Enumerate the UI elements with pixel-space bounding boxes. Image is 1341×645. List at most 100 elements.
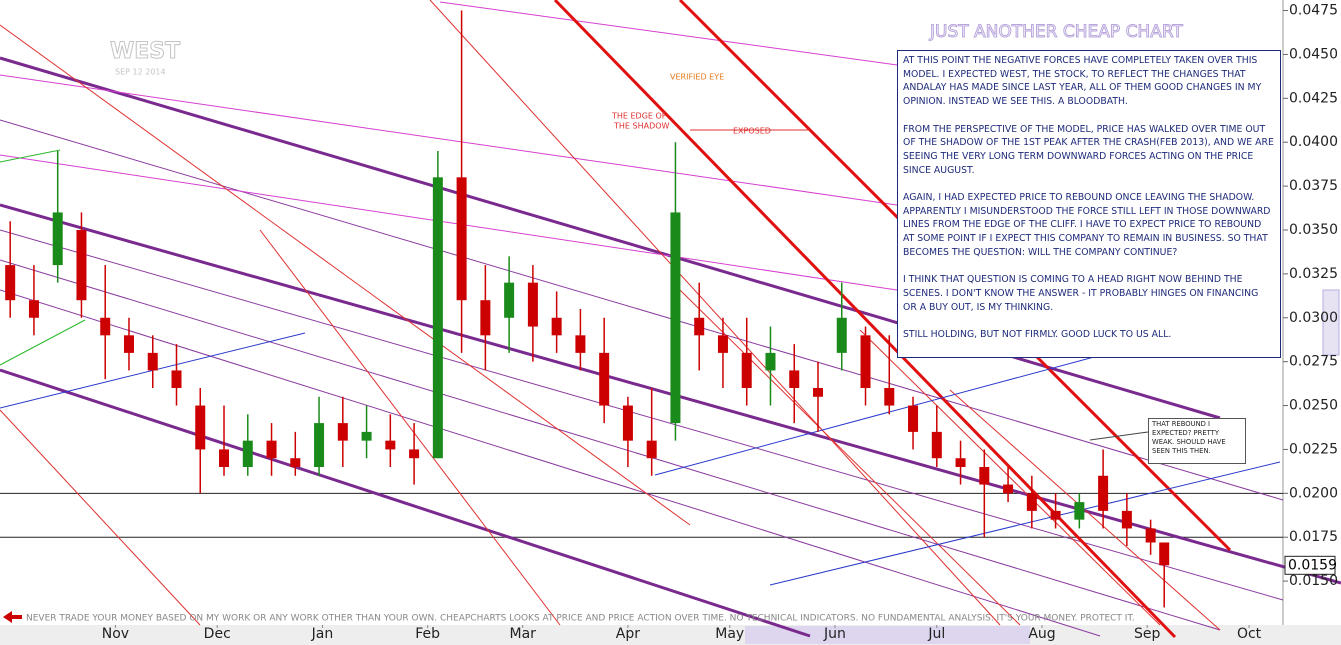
candle-body — [670, 212, 681, 424]
candle-body — [52, 212, 63, 266]
candle-body — [717, 335, 728, 353]
candle-body — [955, 458, 966, 467]
trend-line — [0, 229, 1284, 601]
x-tick-label: Jan — [311, 626, 334, 642]
trend-line — [259, 229, 561, 626]
trend-line — [553, 0, 1177, 639]
trend-line — [654, 349, 1121, 476]
y-tick-label: 0.0350 — [1289, 222, 1338, 238]
scrollbar[interactable] — [1322, 289, 1340, 356]
candle-body — [979, 466, 990, 485]
candle-body — [337, 423, 348, 441]
x-tick-label: Apr — [616, 626, 640, 642]
annotation: THE EDGE OF — [611, 112, 667, 121]
x-tick-label: Nov — [102, 626, 129, 642]
last-price-label: 0.0159 — [1288, 557, 1337, 573]
ticker: WEST — [110, 39, 180, 64]
annotation: VERIFIED EYE — [670, 73, 724, 82]
candle-body — [504, 282, 515, 318]
footer-icon[interactable] — [3, 611, 22, 623]
note-paragraph: AGAIN, I HAD EXPECTED PRICE TO REBOUND O… — [903, 192, 1271, 258]
trend-line — [0, 289, 1101, 637]
y-tick-label: 0.0375 — [1289, 178, 1338, 194]
trend-line — [0, 319, 86, 366]
y-tick-label: 0.0200 — [1289, 485, 1338, 501]
candle-body — [409, 449, 420, 459]
candle-body — [219, 449, 230, 467]
candle-body — [1026, 493, 1037, 511]
trend-line — [0, 74, 898, 206]
candle-body — [1145, 528, 1156, 543]
trend-line — [0, 259, 1221, 631]
x-tick-label: Oct — [1237, 626, 1262, 642]
candle-body — [884, 387, 895, 406]
candle-body — [480, 300, 491, 336]
note-paragraph: FROM THE PERSPECTIVE OF THE MODEL, PRICE… — [903, 123, 1274, 176]
chart-title: JUST ANOTHER CHEAP CHART — [929, 22, 1183, 42]
candle-body — [1050, 510, 1061, 520]
note-box: AT THIS POINT THE NEGATIVE FORCES HAVE C… — [897, 50, 1281, 358]
trend-line — [0, 149, 61, 163]
x-tick-label: Jun — [823, 626, 846, 642]
trend-line — [0, 368, 811, 638]
candle-body — [575, 335, 586, 353]
annotation: EXPOSED — [733, 127, 771, 136]
y-tick-label: 0.0225 — [1289, 441, 1338, 457]
candle-body — [171, 370, 182, 388]
candle-body — [741, 352, 752, 388]
candle-body — [527, 282, 538, 327]
candle-body — [1003, 484, 1014, 494]
candle-body — [195, 405, 206, 450]
y-tick-label: 0.0300 — [1289, 310, 1338, 326]
candle-body — [242, 440, 253, 467]
candle-body — [5, 265, 16, 301]
footer-text: NEVER TRADE YOUR MONEY BASED ON MY WORK … — [26, 614, 1135, 624]
candle-body — [1098, 475, 1109, 511]
y-tick-label: 0.0425 — [1289, 90, 1338, 106]
y-tick-label: 0.0450 — [1289, 46, 1338, 62]
y-tick-label: 0.0400 — [1289, 134, 1338, 150]
y-tick-label: 0.0475 — [1289, 3, 1338, 19]
candle-body — [266, 440, 277, 459]
candle-body — [290, 458, 301, 467]
candle-body — [694, 317, 705, 336]
candle-body — [599, 352, 610, 406]
grid — [0, 492, 1283, 538]
x-tick-label: May — [715, 626, 744, 642]
candle-body — [100, 317, 111, 336]
candles — [5, 10, 1170, 608]
candle-body — [314, 423, 325, 467]
candle-body — [28, 300, 39, 318]
candle-body — [765, 352, 776, 371]
x-tick-label: Mar — [509, 626, 536, 642]
trend-line — [0, 56, 1221, 420]
candle-body — [1121, 510, 1132, 529]
x-tick-label: Aug — [1028, 626, 1055, 642]
y-tick-label: 0.0250 — [1289, 398, 1338, 414]
candle-body — [622, 405, 633, 441]
candle-body — [908, 405, 919, 432]
annotation: THE SHADOW — [613, 122, 670, 131]
candle-body — [432, 177, 443, 459]
candle-body — [76, 229, 87, 301]
candle-body — [836, 317, 847, 353]
trend-line — [859, 329, 1161, 626]
candle-body — [789, 370, 800, 388]
y-tick-label: 0.0275 — [1289, 354, 1338, 370]
callout-line — [1089, 431, 1149, 441]
candle-body — [385, 440, 396, 450]
candle-body — [812, 387, 823, 397]
candle-body — [860, 335, 871, 388]
last-price-marker — [1284, 555, 1336, 575]
candle-body — [1159, 542, 1170, 566]
callout-box: THAT REBOUND I EXPECTED? PRETTY WEAK. SH… — [1148, 418, 1246, 464]
candle-body — [456, 177, 467, 301]
range-highlight — [745, 626, 1030, 644]
y-tick-label: 0.0325 — [1289, 266, 1338, 282]
candle-body — [931, 431, 942, 459]
trend-line — [429, 0, 1001, 626]
trend-line — [0, 119, 1284, 501]
